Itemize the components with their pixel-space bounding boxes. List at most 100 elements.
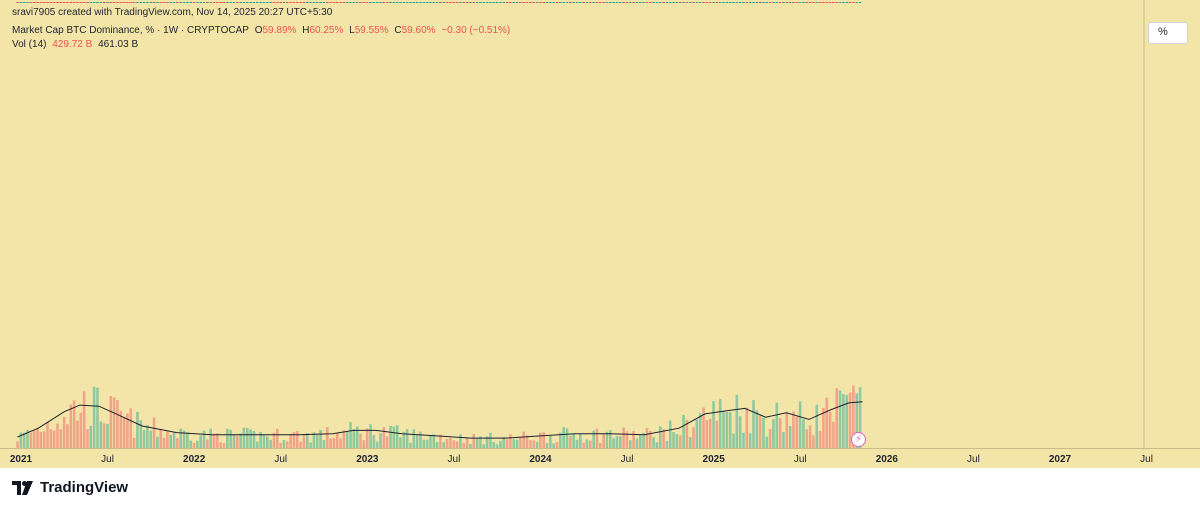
- volume-bar: [632, 431, 635, 448]
- volume-bar: [638, 434, 642, 448]
- candle-body: [792, 2, 795, 3]
- volume-bar: [545, 443, 549, 448]
- candle-body: [409, 2, 412, 3]
- candle-body: [39, 2, 43, 3]
- candle-body: [575, 2, 579, 3]
- volume-bar: [236, 435, 239, 448]
- volume-bar: [389, 425, 392, 448]
- volume-bar: [269, 439, 272, 448]
- volume-bar: [285, 441, 289, 448]
- x-tick-label: Jul: [794, 454, 807, 465]
- candle-body: [539, 2, 542, 3]
- candle-body: [222, 2, 226, 3]
- candle-body: [345, 2, 349, 3]
- volume-bar: [475, 438, 479, 448]
- candlesticks: [16, 2, 862, 3]
- candle-body: [469, 2, 472, 3]
- candle-body: [265, 2, 269, 3]
- candle-body: [502, 2, 506, 3]
- candle-body: [752, 2, 755, 3]
- volume-bar: [116, 400, 119, 448]
- candle-body: [642, 2, 645, 3]
- candle-body: [412, 2, 416, 3]
- volume-bar: [595, 428, 599, 448]
- candle-body: [585, 2, 589, 3]
- volume-bar: [828, 411, 832, 448]
- candle-body: [535, 2, 539, 3]
- candle-body: [748, 2, 752, 3]
- volume-bar: [412, 429, 416, 448]
- volume-bar: [439, 434, 442, 448]
- x-tick-label: 2024: [529, 454, 552, 465]
- candle-body: [89, 2, 93, 3]
- volume-bar: [825, 397, 829, 448]
- candle-body: [459, 2, 462, 3]
- volume-bar: [275, 428, 279, 448]
- volume-bar: [812, 435, 815, 448]
- candle-body: [569, 2, 572, 3]
- candle-body: [455, 2, 459, 3]
- candle-body: [226, 2, 229, 3]
- candle-body: [622, 2, 625, 3]
- candle-body: [655, 2, 659, 3]
- volume-bar: [359, 433, 362, 448]
- candle-body: [798, 2, 802, 3]
- candle-body: [672, 2, 675, 3]
- volume-bar: [369, 424, 372, 448]
- volume-bar: [299, 441, 302, 448]
- candle-body: [259, 2, 262, 3]
- volume-bar: [142, 429, 146, 448]
- price-chart[interactable]: 68.00%66.00%64.00%62.00%58.00%56.00%52.5…: [0, 0, 1200, 468]
- candle-body: [772, 2, 775, 3]
- candle-body: [126, 2, 129, 3]
- candle-body: [618, 2, 622, 3]
- volume-bar: [139, 420, 143, 448]
- volume-bar: [599, 442, 602, 448]
- candle-body: [802, 2, 805, 3]
- chart-area[interactable]: 68.00%66.00%64.00%62.00%58.00%56.00%52.5…: [0, 0, 1200, 468]
- percent-scale-button[interactable]: %: [1148, 22, 1188, 44]
- candle-body: [359, 2, 362, 3]
- volume-ma-line: [17, 401, 863, 439]
- volume-bar: [502, 437, 506, 448]
- volume-bar: [622, 427, 625, 448]
- candle-body: [382, 2, 386, 3]
- volume-bar: [22, 432, 26, 448]
- candle-body: [715, 2, 719, 3]
- candle-body: [635, 2, 639, 3]
- candle-body: [648, 2, 652, 3]
- candle-body: [652, 2, 655, 3]
- candle-body: [152, 2, 156, 3]
- candle-body: [402, 2, 406, 3]
- candle-body: [379, 2, 382, 3]
- lightning-icon[interactable]: ⚡: [851, 432, 866, 447]
- x-tick-label: Jul: [101, 454, 114, 465]
- candle-body: [845, 2, 849, 3]
- volume-bar: [529, 440, 532, 448]
- volume-bar: [615, 436, 619, 448]
- candle-body: [442, 2, 446, 3]
- volume-bar: [159, 429, 163, 448]
- volume-bar: [495, 444, 499, 448]
- candle-body: [559, 2, 562, 3]
- volume-bar: [445, 438, 449, 448]
- volume-bar: [89, 425, 93, 448]
- candle-body: [375, 2, 379, 3]
- candle-body: [192, 2, 196, 3]
- candle-body: [112, 2, 116, 3]
- volume-bar: [472, 433, 476, 448]
- candle-body: [832, 2, 835, 3]
- volume-bar: [305, 433, 309, 448]
- candle-body: [32, 2, 36, 3]
- candle-body: [825, 2, 829, 3]
- candle-body: [216, 2, 219, 3]
- ohlc-low: L59.55%: [349, 25, 389, 36]
- candle-body: [66, 2, 69, 3]
- volume-bar: [289, 434, 292, 448]
- volume-bar: [365, 428, 369, 448]
- volume-bar: [256, 441, 259, 448]
- candle-body: [362, 2, 366, 3]
- volume-bar: [119, 410, 123, 448]
- candle-body: [62, 2, 66, 3]
- candle-body: [159, 2, 163, 3]
